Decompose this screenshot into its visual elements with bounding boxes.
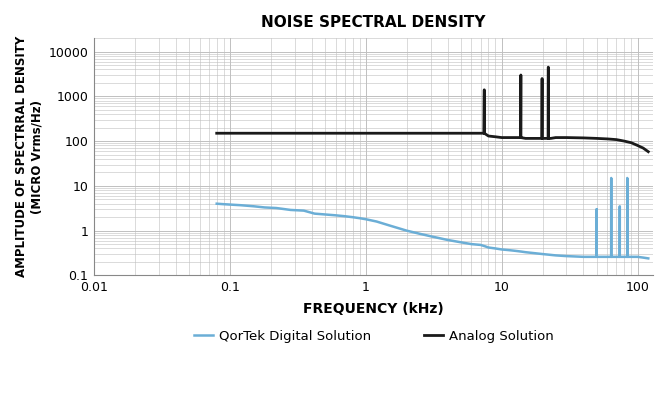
QorTek Digital Solution — [644, 256, 652, 261]
QorTek Digital Solution — [623, 254, 631, 259]
QorTek Digital Solution — [503, 248, 511, 252]
QorTek Digital Solution — [385, 223, 393, 228]
Analog Solution — [613, 137, 621, 142]
QorTek Digital Solution — [593, 254, 601, 259]
Analog Solution — [517, 72, 525, 77]
Analog Solution — [639, 146, 647, 150]
Analog Solution — [516, 135, 524, 140]
QorTek Digital Solution — [593, 207, 601, 212]
Analog Solution — [621, 139, 629, 144]
Analog Solution — [562, 135, 570, 140]
QorTek Digital Solution — [607, 176, 615, 180]
Analog Solution — [529, 136, 537, 141]
Analog Solution — [544, 65, 552, 70]
Analog Solution — [517, 135, 525, 140]
Analog Solution — [627, 140, 635, 145]
Analog Solution — [484, 134, 492, 138]
Analog Solution — [250, 131, 258, 136]
Analog Solution — [291, 131, 299, 136]
Y-axis label: AMPLITUDE OF SPECTRRAL DENSITY
(MICRO Vrms/Hz): AMPLITUDE OF SPECTRRAL DENSITY (MICRO Vr… — [15, 36, 43, 277]
Legend: QorTek Digital Solution, Analog Solution: QorTek Digital Solution, Analog Solution — [188, 325, 558, 348]
Analog Solution — [552, 135, 560, 140]
Analog Solution — [538, 76, 546, 81]
Line: QorTek Digital Solution: QorTek Digital Solution — [216, 178, 648, 258]
Analog Solution — [541, 136, 549, 141]
Analog Solution — [480, 131, 488, 136]
Analog Solution — [522, 136, 530, 141]
Analog Solution — [492, 134, 500, 139]
Analog Solution — [544, 136, 552, 141]
Analog Solution — [212, 131, 220, 136]
Analog Solution — [403, 131, 411, 136]
Analog Solution — [579, 136, 587, 140]
Analog Solution — [498, 135, 506, 140]
QorTek Digital Solution — [373, 219, 381, 224]
Analog Solution — [544, 136, 552, 141]
Analog Solution — [603, 136, 611, 141]
Analog Solution — [593, 136, 601, 141]
Analog Solution — [544, 136, 552, 141]
Analog Solution — [457, 131, 465, 136]
Analog Solution — [480, 131, 488, 136]
Analog Solution — [547, 136, 555, 141]
Analog Solution — [480, 88, 488, 92]
Analog Solution — [362, 131, 370, 136]
Line: Analog Solution: Analog Solution — [216, 67, 648, 152]
Analog Solution — [633, 143, 641, 148]
Analog Solution — [644, 149, 652, 154]
Analog Solution — [538, 136, 546, 141]
Title: NOISE SPECTRAL DENSITY: NOISE SPECTRAL DENSITY — [261, 15, 486, 30]
Analog Solution — [480, 131, 488, 136]
Analog Solution — [517, 135, 525, 140]
Analog Solution — [321, 131, 329, 136]
Analog Solution — [538, 136, 546, 141]
QorTek Digital Solution — [212, 201, 220, 206]
Analog Solution — [538, 136, 546, 141]
Analog Solution — [220, 131, 228, 136]
X-axis label: FREQUENCY (kHz): FREQUENCY (kHz) — [303, 302, 444, 316]
